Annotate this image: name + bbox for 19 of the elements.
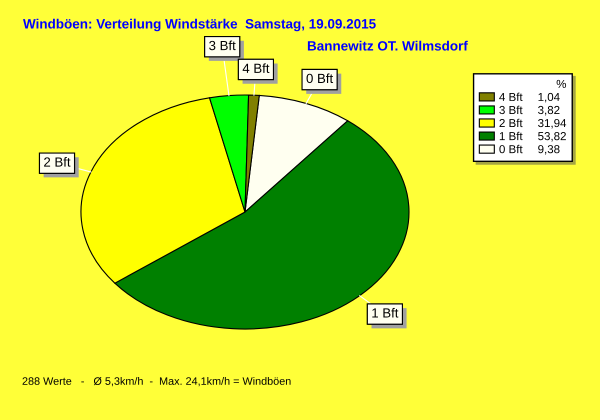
legend-label: 2 Bft bbox=[500, 118, 523, 128]
legend-label: 0 Bft bbox=[499, 144, 523, 154]
data-label: 53,82 bbox=[538, 132, 566, 142]
slice-label: 2 Bft bbox=[44, 157, 70, 167]
chart-subtitle: Bannewitz OT. Wilmsdorf bbox=[308, 40, 468, 51]
text: 288 Werte - Ø 5,3km/h - Max. 24,1km/h = Windböen bbox=[22, 376, 291, 386]
slice-label: 1 Bft bbox=[372, 308, 398, 318]
data-label: 3,82 bbox=[538, 106, 560, 116]
legend-label: 4 Bft bbox=[499, 92, 523, 102]
legend-label: 1 Bft bbox=[500, 132, 523, 140]
data-label: 31,94 bbox=[538, 118, 566, 129]
slice-label: 3 Bft bbox=[209, 40, 236, 50]
legend-title: % bbox=[556, 80, 566, 88]
slice-label: 4 Bft bbox=[242, 63, 270, 73]
data-label: 1,04 bbox=[538, 92, 560, 102]
legend-label: 3 Bft bbox=[499, 106, 523, 114]
data-label: 9,38 bbox=[538, 145, 560, 155]
chart-title: Windböen: Verteilung Windstärke Samstag, 19.09.2015 bbox=[23, 18, 376, 32]
slice-label: 0 Bft bbox=[306, 73, 334, 84]
